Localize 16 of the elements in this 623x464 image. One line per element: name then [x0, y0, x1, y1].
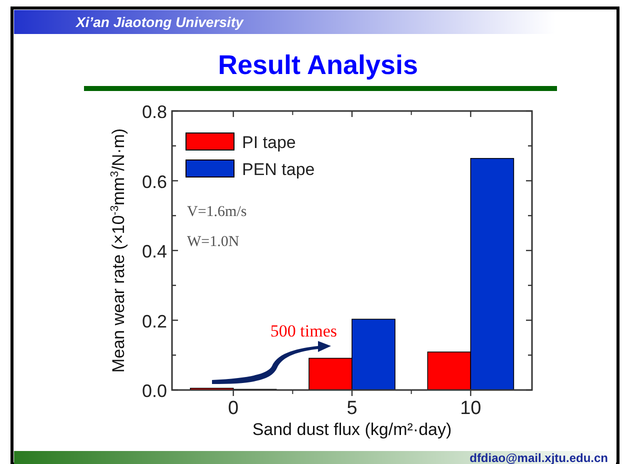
y-tick-label: 0.6: [142, 172, 167, 192]
y-tick-label: 0.4: [142, 242, 167, 262]
x-tick-label: 10: [460, 398, 482, 419]
x-tick-label: 0: [228, 398, 239, 419]
chart-title: Result Analysis: [218, 50, 418, 80]
chart-subtitle: Xi’an Jiaotong University: [75, 14, 244, 30]
annotation: W=1.0N: [187, 234, 240, 250]
y-tick-label: 0.0: [142, 381, 167, 401]
y-tick-label: 0.8: [142, 102, 167, 122]
x-tick-label: 5: [346, 398, 358, 419]
annotation: 500 times: [270, 321, 337, 340]
legend-label: PEN tape: [242, 160, 315, 179]
x-axis-title: Sand dust flux (kg/m²·day): [252, 420, 452, 439]
y-tick-label: 0.2: [142, 311, 167, 332]
annotation: V=1.6m/s: [187, 204, 247, 220]
legend-label: PI tape: [242, 133, 296, 152]
